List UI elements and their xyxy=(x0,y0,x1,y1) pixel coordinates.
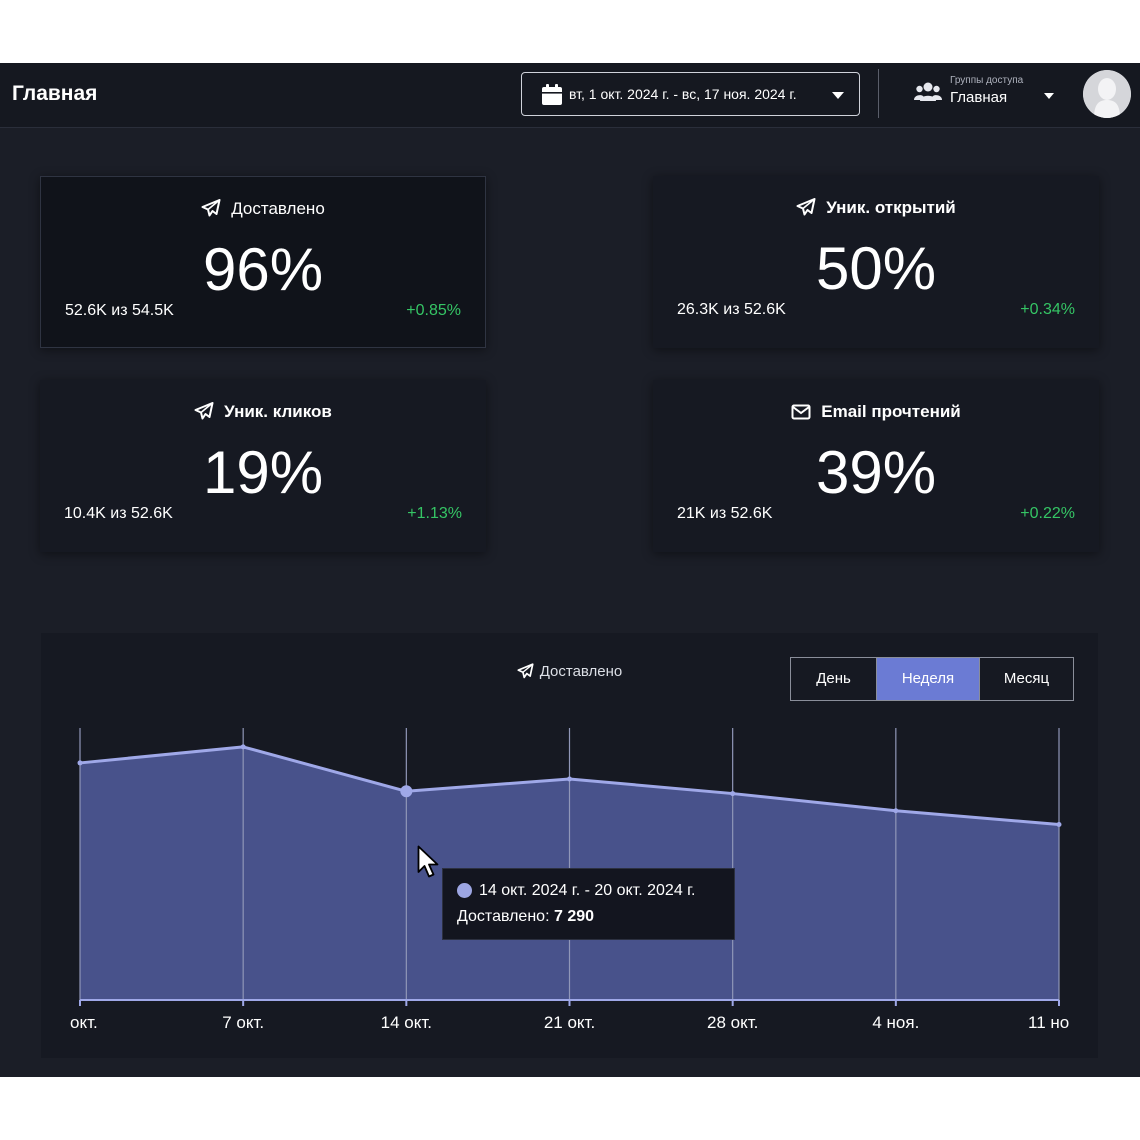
data-point xyxy=(240,744,246,750)
stat-card-clicks[interactable]: Уник. кликов 19% 10.4K из 52.6K +1.13% xyxy=(40,380,486,552)
stat-card-delta: +0.85% xyxy=(406,302,461,319)
stat-card-opens[interactable]: Уник. открытий 50% 26.3K из 52.6K +0.34% xyxy=(653,176,1099,348)
stat-card-delta: +0.22% xyxy=(1020,505,1075,522)
stat-card-title: Email прочтений xyxy=(821,402,961,421)
stat-card-value: 96% xyxy=(202,236,324,303)
data-point xyxy=(730,791,736,797)
tooltip-number: 7 290 xyxy=(553,908,595,925)
stat-card-header: Уник. открытий xyxy=(653,198,1099,218)
data-point xyxy=(567,776,572,782)
stat-card-delivered[interactable]: Доставлено 96% 52.6K из 54.5K +0.85% xyxy=(40,176,486,348)
tooltip-range: 14 окт. 2024 г. - 20 окт. 2024 г. xyxy=(479,882,696,899)
x-tick-label: 4 ноя. xyxy=(872,1013,919,1032)
tooltip-value: Доставлено: 7 290 xyxy=(457,908,594,926)
chart-title: Доставлено xyxy=(41,663,1098,680)
stat-card-header: Email прочтений xyxy=(653,402,1099,422)
delivered-chart-panel: окт. 7 окт. 14 окт. 21 окт. 28 окт. 4 ноя. 11 … xyxy=(41,633,1098,1058)
stat-card-title: Уник. открытий xyxy=(826,198,956,217)
stat-card-ratio: 10.4K из 52.6K xyxy=(64,505,173,522)
stat-card-header: Доставлено xyxy=(41,199,485,219)
chart-title-text: Доставлено xyxy=(539,663,623,680)
data-point xyxy=(77,760,83,766)
stat-card-value: 50% xyxy=(815,235,937,302)
x-tick-label: 7 окт. xyxy=(222,1013,264,1032)
users-group-icon xyxy=(914,81,942,108)
access-group-value: Главная xyxy=(950,89,1008,106)
data-point xyxy=(893,808,899,814)
range-toggle: День Неделя Месяц xyxy=(790,657,1074,701)
stat-card-title: Уник. кликов xyxy=(224,402,332,421)
stat-card-delta: +1.13% xyxy=(407,505,462,522)
stat-card-delta: +0.34% xyxy=(1020,301,1075,318)
top-header: Главная вт, 1 окт. 2024 г. - вс, 17 ноя.… xyxy=(0,63,1140,128)
caret-down-icon xyxy=(1044,93,1054,99)
range-week-button[interactable]: Неделя xyxy=(877,658,979,700)
series-dot-icon xyxy=(457,883,472,898)
paper-plane-icon xyxy=(796,198,816,216)
stat-card-value: 39% xyxy=(815,439,937,506)
user-avatar[interactable] xyxy=(1083,70,1131,118)
range-day-button[interactable]: День xyxy=(791,658,877,700)
data-point-highlighted xyxy=(400,785,413,798)
stat-card-reads[interactable]: Email прочтений 39% 21K из 52.6K +0.22% xyxy=(653,380,1099,552)
stat-card-ratio: 21K из 52.6K xyxy=(677,505,773,522)
stat-card-ratio: 26.3K из 52.6K xyxy=(677,301,786,318)
mouse-pointer-icon xyxy=(417,845,441,884)
x-tick-label: 21 окт. xyxy=(544,1013,595,1032)
x-tick-label: 28 окт. xyxy=(707,1013,758,1032)
range-month-button[interactable]: Месяц xyxy=(979,658,1073,700)
avatar-silhouette-icon xyxy=(1083,70,1131,118)
stat-card-header: Уник. кликов xyxy=(40,402,486,422)
access-group-selector[interactable]: Группы доступа Главная xyxy=(912,71,1062,119)
chart-tooltip: 14 окт. 2024 г. - 20 окт. 2024 г. Достав… xyxy=(442,868,735,940)
header-divider xyxy=(878,69,879,118)
stat-card-title: Доставлено xyxy=(231,199,325,218)
calendar-icon xyxy=(542,84,562,110)
paper-plane-icon xyxy=(517,663,534,679)
stat-card-ratio: 52.6K из 54.5K xyxy=(65,302,174,319)
caret-down-icon xyxy=(832,92,844,99)
paper-plane-icon xyxy=(194,402,214,420)
date-range-value: вт, 1 окт. 2024 г. - вс, 17 ноя. 2024 г. xyxy=(569,86,797,102)
date-range-picker[interactable]: вт, 1 окт. 2024 г. - вс, 17 ноя. 2024 г. xyxy=(521,72,860,116)
page-title: Главная xyxy=(12,82,98,105)
x-tick-label: 14 окт. xyxy=(381,1013,432,1032)
data-point xyxy=(1056,821,1062,827)
tooltip-label: Доставлено: xyxy=(457,908,550,925)
x-tick-label: 11 но xyxy=(1028,1013,1069,1032)
dashboard-app: Главная вт, 1 окт. 2024 г. - вс, 17 ноя.… xyxy=(0,63,1140,1077)
stat-card-value: 19% xyxy=(202,439,324,506)
paper-plane-icon xyxy=(201,199,221,217)
access-group-label: Группы доступа xyxy=(950,75,1024,86)
x-tick-label: окт. xyxy=(70,1013,98,1032)
envelope-icon xyxy=(791,404,811,420)
